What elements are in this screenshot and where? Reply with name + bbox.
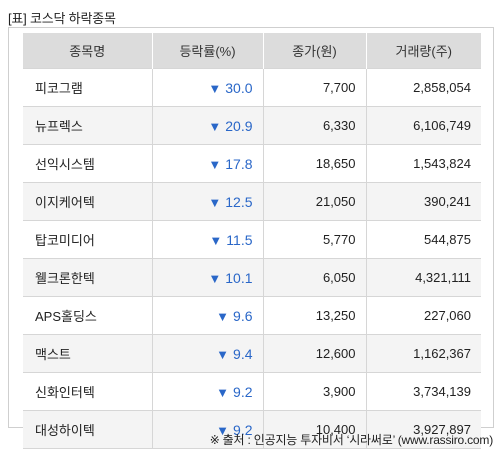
close-price: 10,400 [262, 410, 366, 449]
down-arrow-icon: ▼ [208, 156, 222, 172]
stock-name: 이지케어텍 [23, 182, 152, 221]
change-cell: ▼ 12.5 [151, 182, 263, 221]
table-row: 선익시스템 ▼ 17.8 18,650 1,543,824 [23, 144, 481, 183]
close-price: 21,050 [262, 182, 366, 221]
change-cell: ▼ 9.2 [151, 372, 263, 411]
change-value: 10.1 [225, 269, 253, 286]
volume: 6,106,749 [365, 106, 481, 145]
header-close: 종가(원) [262, 33, 366, 69]
change-cell: ▼ 9.4 [151, 334, 263, 373]
close-price: 3,900 [262, 372, 366, 411]
change-value: 11.5 [226, 231, 253, 248]
change-value: 9.6 [233, 307, 253, 324]
table-frame: 종목명 등락률(%) 종가(원) 거래량(주) 피코그램 ▼ 30.0 7,700 2,… [8, 27, 494, 449]
stock-name: 선익시스템 [23, 144, 152, 183]
table-row: 신화인터텍 ▼ 9.2 3,900 3,734,139 [23, 372, 481, 411]
volume: 4,321,111 [365, 258, 481, 297]
close-price: 6,050 [262, 258, 366, 297]
table-row: APS홀딩스 ▼ 9.6 13,250 227,060 [23, 296, 481, 335]
stock-table: 종목명 등락률(%) 종가(원) 거래량(주) 피코그램 ▼ 30.0 7,700 2,… [23, 33, 481, 449]
change-cell: ▼ 20.9 [151, 106, 263, 145]
stock-name: 웰크론한텍 [23, 258, 152, 297]
down-arrow-icon: ▼ [208, 270, 222, 286]
change-value: 9.4 [233, 345, 253, 362]
close-price: 18,650 [262, 144, 366, 183]
change-value: 12.5 [225, 193, 253, 210]
table-row: 뉴프렉스 ▼ 20.9 6,330 6,106,749 [23, 106, 481, 145]
change-cell: ▼ 11.5 [151, 220, 263, 259]
down-arrow-icon: ▼ [208, 118, 222, 134]
change-value: 30.0 [225, 79, 253, 96]
down-arrow-icon: ▼ [216, 346, 230, 362]
volume: 1,543,824 [365, 144, 481, 183]
close-price: 6,330 [262, 106, 366, 145]
change-cell: ▼ 30.0 [151, 68, 263, 107]
change-cell: ▼ 9.2 [151, 410, 263, 449]
volume: 227,060 [365, 296, 481, 335]
down-arrow-icon: ▼ [216, 384, 230, 400]
stock-name: APS홀딩스 [23, 296, 152, 335]
change-cell: ▼ 10.1 [151, 258, 263, 297]
volume: 3,927,897 [365, 410, 481, 449]
change-cell: ▼ 9.6 [151, 296, 263, 335]
stock-name: 뉴프렉스 [23, 106, 152, 145]
down-arrow-icon: ▼ [216, 308, 230, 324]
close-price: 7,700 [262, 68, 366, 107]
table-row: 맥스트 ▼ 9.4 12,600 1,162,367 [23, 334, 481, 373]
header-volume: 거래량(주) [365, 33, 481, 69]
down-arrow-icon: ▼ [216, 422, 230, 438]
volume: 390,241 [365, 182, 481, 221]
close-price: 5,770 [262, 220, 366, 259]
table-row: 탑코미디어 ▼ 11.5 5,770 544,875 [23, 220, 481, 259]
close-price: 12,600 [262, 334, 366, 373]
stock-name: 피코그램 [23, 68, 152, 107]
volume: 2,858,054 [365, 68, 481, 107]
stock-name: 대성하이텍 [23, 410, 152, 449]
table-row: 대성하이텍 ▼ 9.2 10,400 3,927,897 [23, 410, 481, 449]
close-price: 13,250 [262, 296, 366, 335]
down-arrow-icon: ▼ [208, 80, 222, 96]
change-value: 17.8 [225, 155, 253, 172]
table-row: 이지케어텍 ▼ 12.5 21,050 390,241 [23, 182, 481, 221]
down-arrow-icon: ▼ [209, 232, 223, 248]
header-name: 종목명 [23, 33, 152, 69]
change-cell: ▼ 17.8 [151, 144, 263, 183]
table-body: 피코그램 ▼ 30.0 7,700 2,858,054 뉴프렉스 ▼ 20.9 6,330 6,1… [23, 68, 481, 449]
table-header: 종목명 등락률(%) 종가(원) 거래량(주) [23, 33, 481, 69]
volume: 544,875 [365, 220, 481, 259]
source-note: ※ 출처 : 인공지능 투자비서 ‘시라써로’ (www.rassiro.com… [209, 433, 494, 447]
volume: 1,162,367 [365, 334, 481, 373]
page-title: [표] 코스닥 하락종목 [8, 11, 116, 26]
change-value: 9.2 [233, 421, 253, 438]
down-arrow-icon: ▼ [208, 194, 222, 210]
change-value: 9.2 [233, 383, 253, 400]
change-value: 20.9 [225, 117, 253, 134]
table-row: 피코그램 ▼ 30.0 7,700 2,858,054 [23, 68, 481, 107]
header-change: 등락률(%) [151, 33, 263, 69]
stock-name: 맥스트 [23, 334, 152, 373]
stock-name: 탑코미디어 [23, 220, 152, 259]
table-row: 웰크론한텍 ▼ 10.1 6,050 4,321,111 [23, 258, 481, 297]
stock-name: 신화인터텍 [23, 372, 152, 411]
volume: 3,734,139 [365, 372, 481, 411]
